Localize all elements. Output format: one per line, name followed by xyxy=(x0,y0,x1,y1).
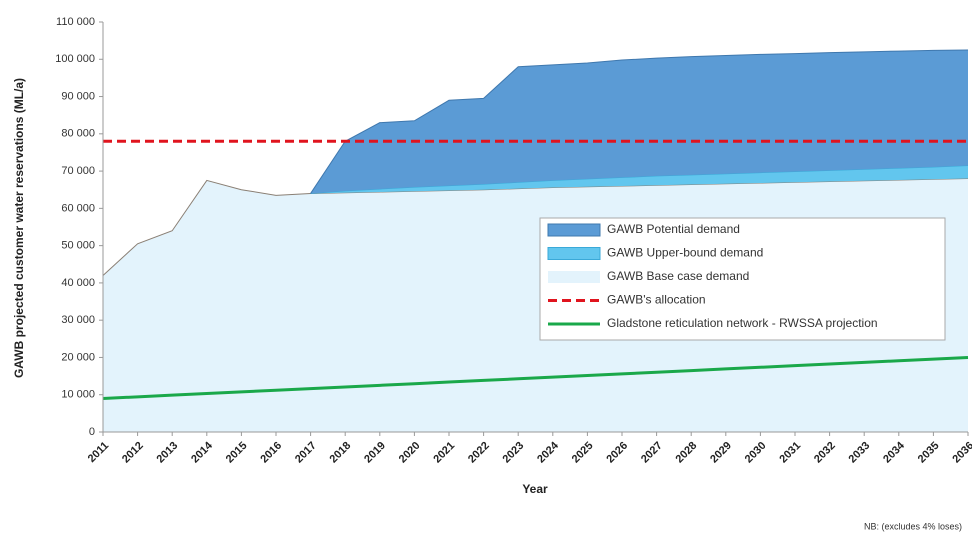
x-tick-label: 2026 xyxy=(604,440,630,466)
x-tick-label: 2016 xyxy=(258,440,284,466)
x-tick-label: 2027 xyxy=(639,440,665,466)
x-tick-label: 2023 xyxy=(501,440,527,466)
x-tick-label: 2021 xyxy=(431,440,457,466)
note: NB: (excludes 4% loses) xyxy=(864,521,962,531)
x-tick-label: 2030 xyxy=(743,440,769,466)
area xyxy=(310,49,969,194)
x-tick-label: 2029 xyxy=(708,440,734,466)
x-tick-label: 2018 xyxy=(328,440,354,466)
x-tick-label: 2019 xyxy=(362,440,388,466)
x-tick-label: 2032 xyxy=(812,440,838,466)
x-tick-label: 2033 xyxy=(847,440,873,466)
area xyxy=(310,165,969,194)
x-tick-label: 2024 xyxy=(535,439,561,465)
x-tick-label: 2015 xyxy=(224,440,250,466)
x-tick-label: 2025 xyxy=(570,440,596,466)
legend-label: GAWB Potential demand xyxy=(607,222,740,236)
legend-box xyxy=(539,217,946,341)
legend-label: GAWB Base case demand xyxy=(607,269,749,283)
x-tick-label: 2014 xyxy=(189,439,215,465)
y-tick-label: 100 000 xyxy=(55,53,95,65)
x-tick-label: 2022 xyxy=(466,440,492,466)
y-tick-label: 70 000 xyxy=(61,165,95,177)
line xyxy=(102,355,969,400)
y-tick-label: 40 000 xyxy=(61,277,95,289)
y-tick-label: 80 000 xyxy=(61,128,95,140)
legend-swatch xyxy=(547,247,601,260)
y-tick-label: 10 000 xyxy=(61,389,95,401)
x-axis-title: Year xyxy=(522,482,548,496)
x-tick-label: 2017 xyxy=(293,440,319,466)
legend-swatch xyxy=(547,223,601,237)
x-tick-label: 2035 xyxy=(916,440,942,466)
y-tick-label: 50 000 xyxy=(61,240,95,252)
y-tick-label: 0 xyxy=(89,426,95,438)
x-tick-label: 2036 xyxy=(950,440,972,466)
x-tick-label: 2034 xyxy=(881,439,907,465)
legend-label: GAWB's allocation xyxy=(607,293,706,307)
x-tick-label: 2028 xyxy=(674,440,700,466)
y-tick-label: 20 000 xyxy=(61,351,95,363)
y-tick-label: 90 000 xyxy=(61,90,95,102)
y-tick-label: 60 000 xyxy=(61,202,95,214)
y-tick-label: 30 000 xyxy=(61,314,95,326)
y-axis-title: GAWB projected customer water reservatio… xyxy=(12,78,26,378)
legend-label: GAWB Upper-bound demand xyxy=(607,246,763,260)
x-tick-label: 2011 xyxy=(86,440,111,465)
legend-swatch xyxy=(548,271,600,283)
x-tick-label: 2012 xyxy=(120,440,146,466)
lines xyxy=(102,139,969,400)
legend-label: Gladstone reticulation network - RWSSA p… xyxy=(607,316,878,330)
x-tick-label: 2020 xyxy=(397,440,423,466)
x-tick-label: 2013 xyxy=(155,440,181,466)
area-edge xyxy=(310,49,969,194)
x-tick-label: 2031 xyxy=(777,440,803,466)
legend: GAWB Potential demand GAWB Upper-bound de… xyxy=(539,217,946,341)
y-tick-label: 110 000 xyxy=(56,16,95,28)
